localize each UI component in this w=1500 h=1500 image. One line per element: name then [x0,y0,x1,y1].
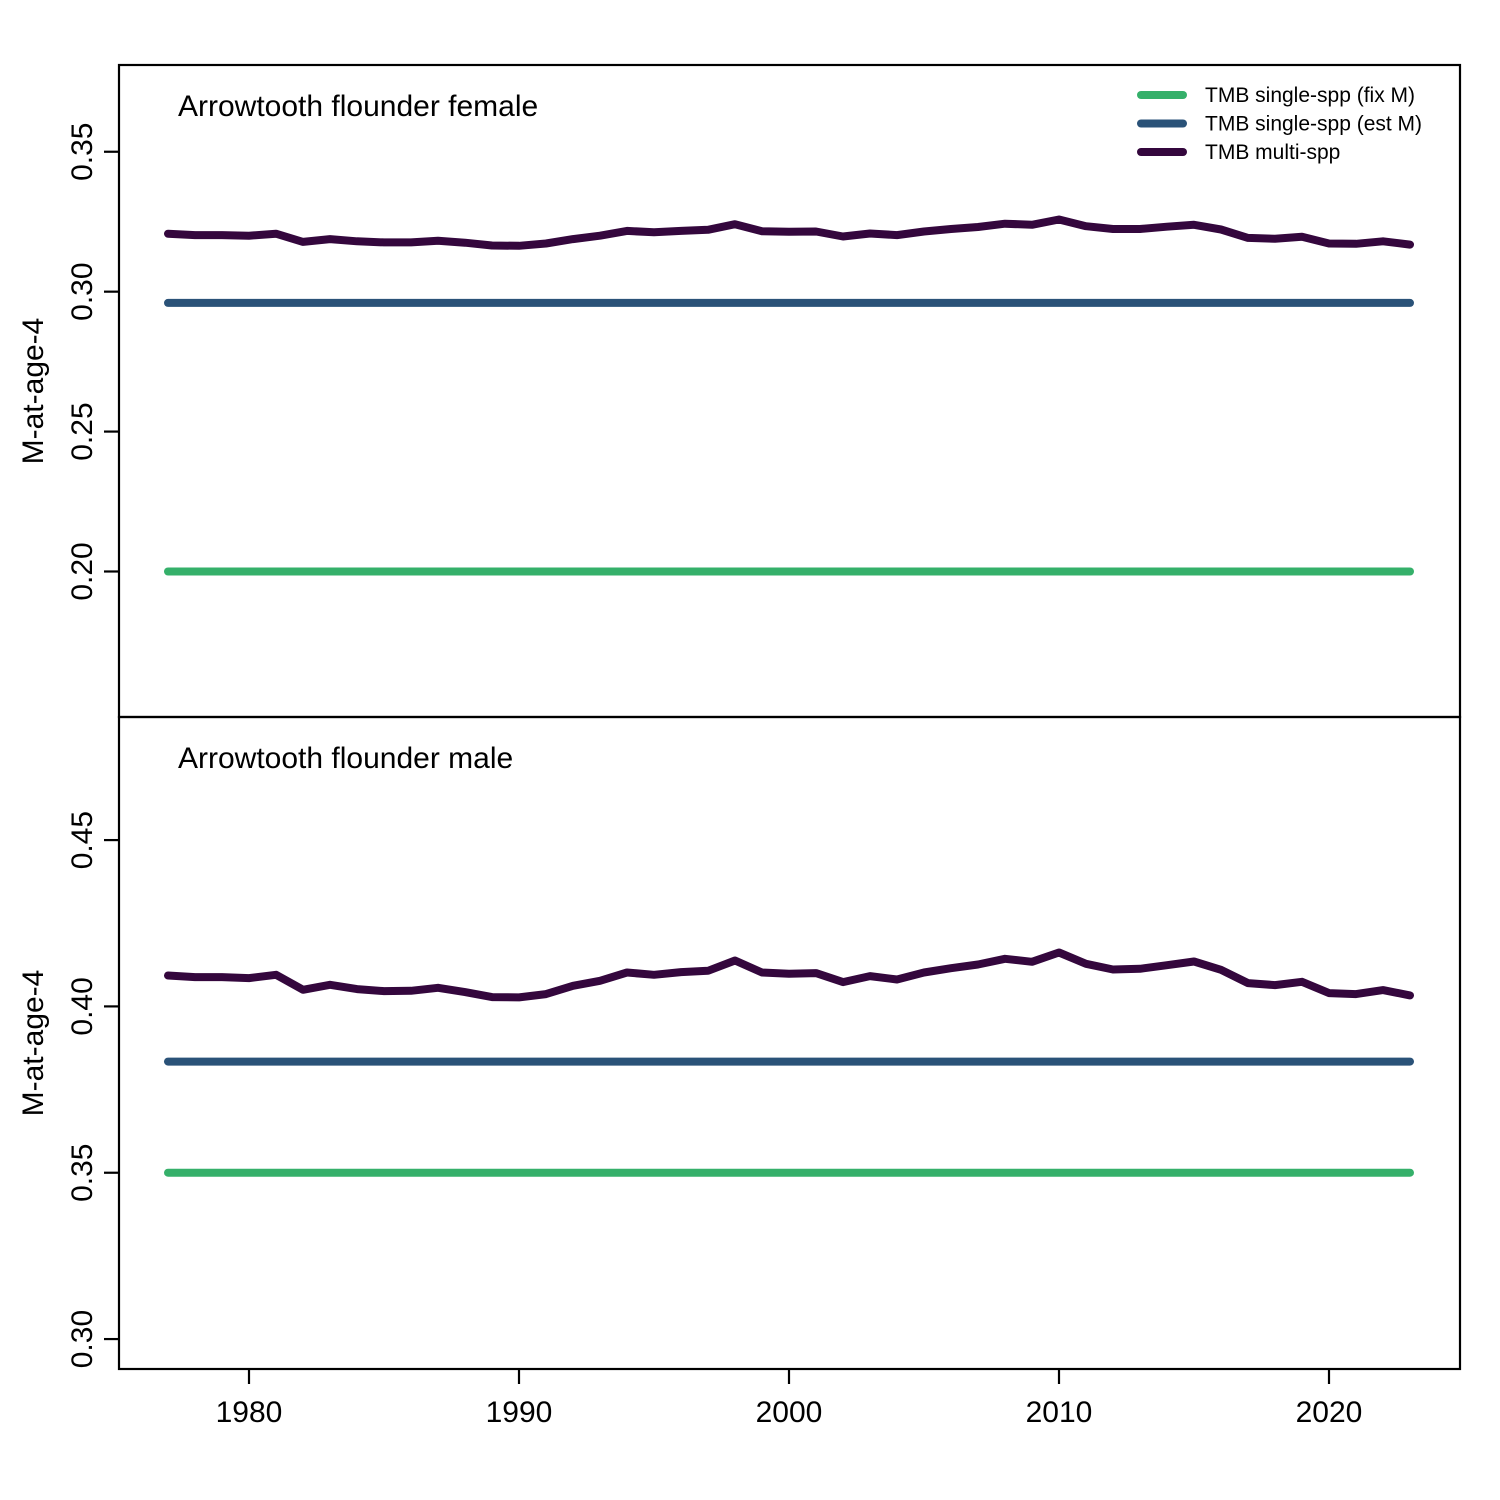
series-line-multi [164,215,1414,250]
y-tick-label: 0.20 [66,542,99,600]
y-tick-label: 0.40 [66,977,99,1035]
y-ticks-female: 0.20 0.25 0.30 0.35 [66,123,119,601]
x-tick-label: 2020 [1296,1396,1363,1429]
y-axis-label-male: M-at-age-4 [17,970,50,1117]
series-line-multi [164,948,1414,1002]
legend-label: TMB single-spp (est M) [1205,113,1422,136]
plot-frame-male [117,715,1462,1371]
y-tick-label: 0.45 [66,811,99,869]
panel-title-female: Arrowtooth flounder female [178,90,538,123]
x-tick-label: 1980 [216,1396,283,1429]
legend-label: TMB multi-spp [1205,141,1340,164]
panel-female: Arrowtooth flounder female M-at-age-4 0.… [17,63,1462,719]
x-tick-label: 2010 [1026,1396,1093,1429]
legend-label: TMB single-spp (fix M) [1205,84,1415,107]
panel-male: Arrowtooth flounder male M-at-age-4 0.30… [17,715,1462,1429]
x-tick-label: 1990 [486,1396,553,1429]
y-tick-label: 0.25 [66,402,99,460]
y-axis-label-female: M-at-age-4 [17,318,50,465]
y-ticks-male: 0.30 0.35 0.40 0.45 [66,811,119,1368]
panel-title-male: Arrowtooth flounder male [178,742,513,775]
series-group-male [164,948,1414,1177]
x-ticks: 1980 1990 2000 2010 2020 [216,1369,1363,1429]
legend: TMB single-spp (fix M) TMB single-spp (es… [1137,84,1422,164]
series-group-female [164,215,1414,576]
y-tick-label: 0.35 [66,123,99,181]
y-tick-label: 0.30 [66,262,99,320]
x-tick-label: 2000 [756,1396,823,1429]
y-tick-label: 0.35 [66,1144,99,1202]
y-tick-label: 0.30 [66,1310,99,1368]
